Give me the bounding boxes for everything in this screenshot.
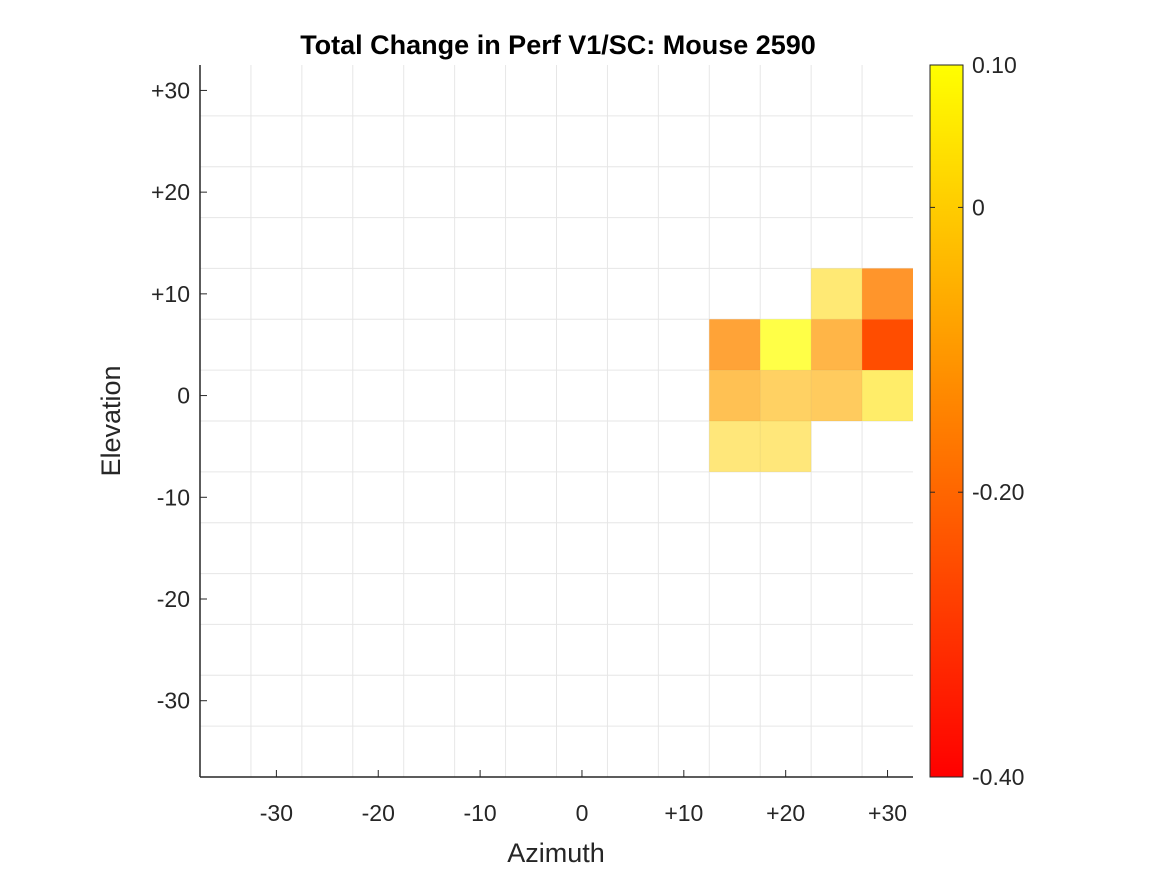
heatmap-cell — [862, 268, 913, 320]
colorbar-tick-label: -0.40 — [972, 764, 1024, 790]
y-axis-label: Elevation — [96, 365, 126, 476]
y-tick-label: 0 — [177, 383, 190, 409]
heatmap-cell — [760, 319, 812, 371]
colorbar-ticks: 0.10 0 -0.20 -0.40 — [930, 52, 1024, 790]
y-tick-label: -10 — [157, 484, 190, 510]
x-tick-label: -10 — [463, 800, 496, 826]
y-tick-label: +30 — [151, 77, 190, 103]
heatmap-cell — [862, 319, 913, 371]
x-tick-label: -20 — [362, 800, 395, 826]
x-tick-label: +20 — [766, 800, 805, 826]
y-tick-label: +20 — [151, 179, 190, 205]
tick-layer: -30 -20 -10 0 +10 +20 +30 +30 +20 +10 0 -10 -20 -30 — [151, 77, 907, 826]
x-tick-label: +10 — [664, 800, 703, 826]
cell-layer — [709, 268, 913, 472]
heatmap-cell — [760, 421, 812, 472]
x-tick-label: 0 — [576, 800, 589, 826]
heatmap-cell — [760, 370, 812, 421]
colorbar-tick-label: 0 — [972, 194, 985, 220]
heatmap-cell — [811, 370, 863, 421]
heatmap-cell — [811, 268, 863, 320]
colorbar — [929, 64, 964, 778]
heatmap-cell — [709, 421, 761, 472]
heatmap-cell — [811, 319, 863, 371]
heatmap-cell — [709, 370, 761, 421]
x-axis-label: Azimuth — [507, 838, 605, 868]
x-tick-label: -30 — [260, 800, 293, 826]
heatmap-cell — [709, 319, 761, 371]
y-tick-label: -30 — [157, 688, 190, 714]
chart-title: Total Change in Perf V1/SC: Mouse 2590 — [300, 30, 816, 60]
colorbar-tick-label: -0.20 — [972, 479, 1024, 505]
y-tick-label: -20 — [157, 586, 190, 612]
colorbar-tick-label: 0.10 — [972, 52, 1017, 78]
y-tick-label: +10 — [151, 281, 190, 307]
axes-layer — [199, 65, 913, 778]
x-tick-label: +30 — [868, 800, 907, 826]
heatmap-cell — [862, 370, 913, 421]
